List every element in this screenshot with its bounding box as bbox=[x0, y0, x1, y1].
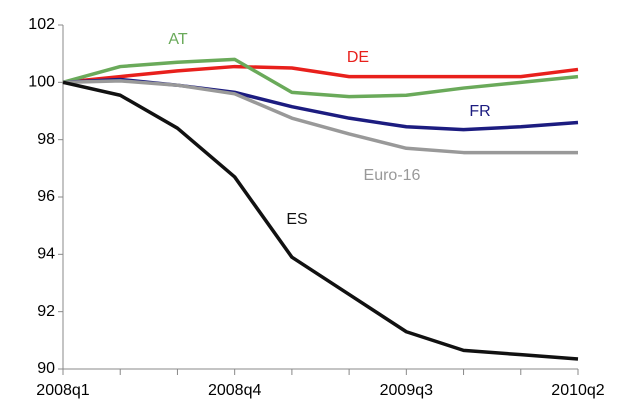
x-tick-label: 2008q4 bbox=[208, 382, 261, 399]
x-tick-label: 2009q3 bbox=[380, 382, 433, 399]
y-tick-label: 96 bbox=[37, 188, 55, 205]
series-label: Euro-16 bbox=[364, 167, 421, 184]
series-line bbox=[62, 64, 579, 85]
series-line bbox=[62, 77, 579, 132]
series-label: DE bbox=[347, 49, 369, 66]
series-line bbox=[62, 80, 579, 361]
y-tick-label: 90 bbox=[37, 360, 55, 377]
x-tick-label: 2010q2 bbox=[551, 382, 604, 399]
series-line bbox=[62, 79, 578, 155]
series-line bbox=[62, 57, 579, 99]
series-label: FR bbox=[469, 103, 490, 120]
series-label: ES bbox=[286, 211, 307, 228]
y-tick-label: 94 bbox=[37, 246, 55, 263]
x-tick-label: 2008q1 bbox=[36, 382, 89, 399]
series-label: AT bbox=[168, 31, 187, 48]
y-tick-label: 102 bbox=[28, 16, 55, 33]
y-tick-label: 98 bbox=[37, 131, 55, 148]
y-tick-label: 92 bbox=[37, 303, 55, 320]
y-tick-label: 100 bbox=[28, 74, 55, 91]
